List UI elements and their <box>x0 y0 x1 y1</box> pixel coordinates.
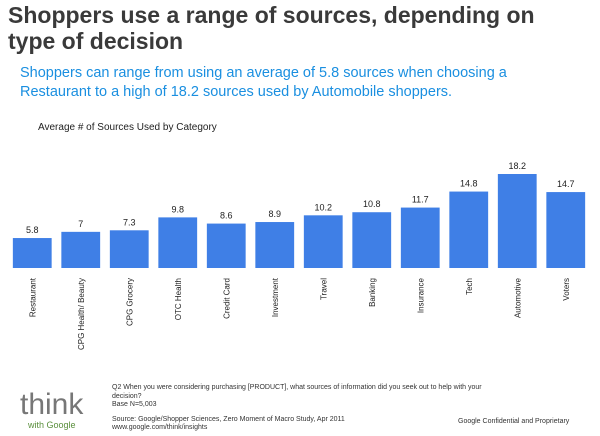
logo-think: think <box>20 388 84 421</box>
chart-title: Average # of Sources Used by Category <box>38 122 217 133</box>
data-label: 9.8 <box>171 204 184 214</box>
data-label: 10.2 <box>314 202 332 212</box>
bar <box>61 231 101 268</box>
bar <box>400 207 440 268</box>
data-label: 18.2 <box>508 161 526 171</box>
question: Q2 When you were considering purchasing … <box>112 384 482 400</box>
bar <box>12 238 52 268</box>
x-tick-label: Insurance <box>416 277 425 313</box>
x-tick-label: CPG Grocery <box>125 278 134 326</box>
bar <box>546 192 586 268</box>
bar <box>303 215 343 268</box>
bar <box>255 222 295 268</box>
bar <box>449 191 489 268</box>
subtitle: Shoppers can range from using an average… <box>20 65 507 100</box>
bar <box>352 212 392 268</box>
x-tick-label: Voters <box>562 278 571 301</box>
data-label: 7 <box>78 219 83 229</box>
x-tick-label: Investment <box>271 277 280 317</box>
bar <box>497 174 537 268</box>
source: Source: Google/Shopper Sciences, Zero Mo… <box>112 416 345 423</box>
data-label: 8.6 <box>220 211 233 221</box>
url: www.google.com/think/insights <box>112 424 208 431</box>
x-tick-label: OTC Health <box>174 278 183 320</box>
title: Shoppers use a range of sources, dependi… <box>8 2 535 54</box>
bar <box>109 230 149 268</box>
data-label: 14.8 <box>460 179 478 189</box>
bar <box>206 223 246 268</box>
data-label: 7.3 <box>123 217 136 227</box>
bar <box>158 217 198 268</box>
x-tick-label: CPG Health/ Beauty <box>77 278 86 350</box>
logo-google: with Google <box>28 420 76 430</box>
x-tick-label: Banking <box>368 278 377 307</box>
data-label: 14.7 <box>557 179 575 189</box>
confidential: Google Confidential and Proprietary <box>458 418 570 425</box>
base: Base N=5,003 <box>112 401 157 408</box>
x-tick-label: Tech <box>465 278 474 295</box>
data-label: 10.8 <box>363 199 381 209</box>
x-tick-label: Travel <box>319 278 328 300</box>
data-label: 8.9 <box>268 209 281 219</box>
data-label: 5.8 <box>26 225 39 235</box>
x-tick-label: Automotive <box>513 277 522 318</box>
x-tick-label: Credit Card <box>222 278 231 319</box>
x-tick-label: Restaurant <box>28 277 37 317</box>
data-label: 11.7 <box>412 195 429 205</box>
